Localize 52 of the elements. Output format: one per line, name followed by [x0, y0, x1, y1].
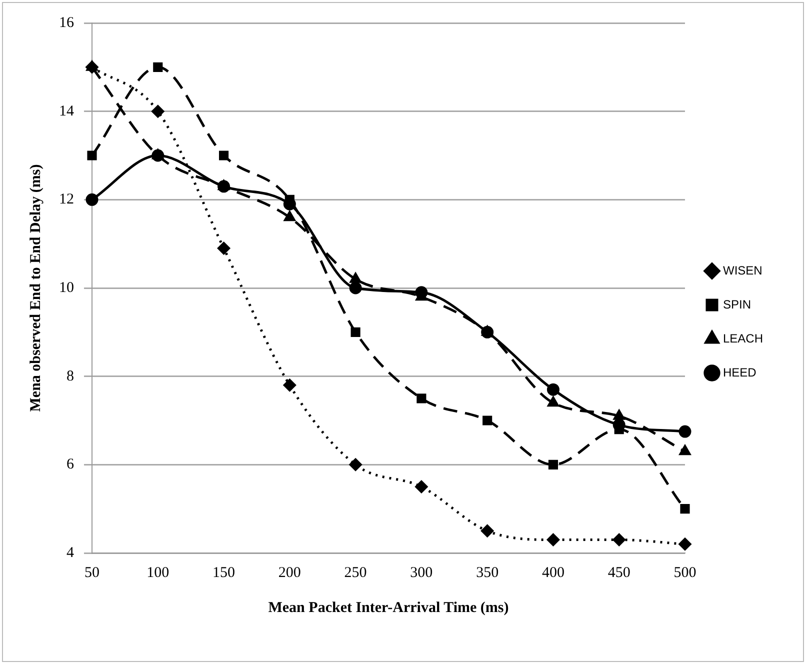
legend-label: LEACH [722, 331, 763, 346]
point [548, 396, 559, 407]
point [152, 105, 164, 118]
x-tick-label: 350 [476, 564, 499, 581]
point [153, 62, 163, 72]
point [415, 480, 428, 493]
point [350, 272, 362, 283]
x-tick-label: 100 [146, 564, 170, 581]
point [482, 326, 493, 336]
y-tick-label: 8 [66, 368, 74, 384]
y-tick-label: 10 [59, 280, 74, 296]
x-tick-label: 300 [410, 564, 433, 581]
point [614, 410, 625, 420]
x-tick-label: 400 [542, 564, 564, 581]
point [546, 383, 560, 396]
point [679, 445, 691, 456]
x-tick-label: 200 [278, 564, 301, 581]
point [350, 327, 360, 337]
point [349, 282, 362, 294]
point [481, 524, 494, 538]
point [152, 149, 164, 160]
point [416, 394, 426, 404]
x-tick-label: 450 [608, 564, 630, 581]
y-tick-label: 4 [66, 544, 74, 561]
point [482, 416, 492, 426]
point [218, 150, 229, 160]
y-tick-label: 14 [59, 103, 74, 120]
legend-label: WISEN [722, 263, 762, 278]
point [680, 504, 690, 514]
point [283, 378, 296, 392]
x-tick-label: 250 [344, 564, 367, 581]
x-tick-label: 50 [84, 564, 100, 581]
y-tick-label: 12 [59, 192, 74, 208]
point [218, 242, 230, 254]
point [678, 425, 692, 438]
point [612, 534, 626, 546]
x-tick-label: 150 [212, 564, 236, 581]
y-tick-label: 16 [59, 14, 74, 31]
x-tick-label: 500 [674, 564, 696, 581]
point [678, 538, 692, 550]
x-axis-title: Mean Packet Inter-Arrival Time (ms) [268, 600, 509, 616]
y-axis-title: Mena observed End to End Delay (ms) [28, 164, 44, 412]
point [284, 211, 296, 222]
y-tick-label: 6 [66, 456, 74, 473]
point [349, 458, 362, 471]
legend-label: HEED [722, 365, 757, 380]
legend-label: SPIN [722, 297, 751, 312]
point [546, 534, 560, 546]
point [87, 150, 97, 160]
point [86, 60, 98, 74]
point [548, 460, 558, 470]
point [218, 180, 230, 190]
